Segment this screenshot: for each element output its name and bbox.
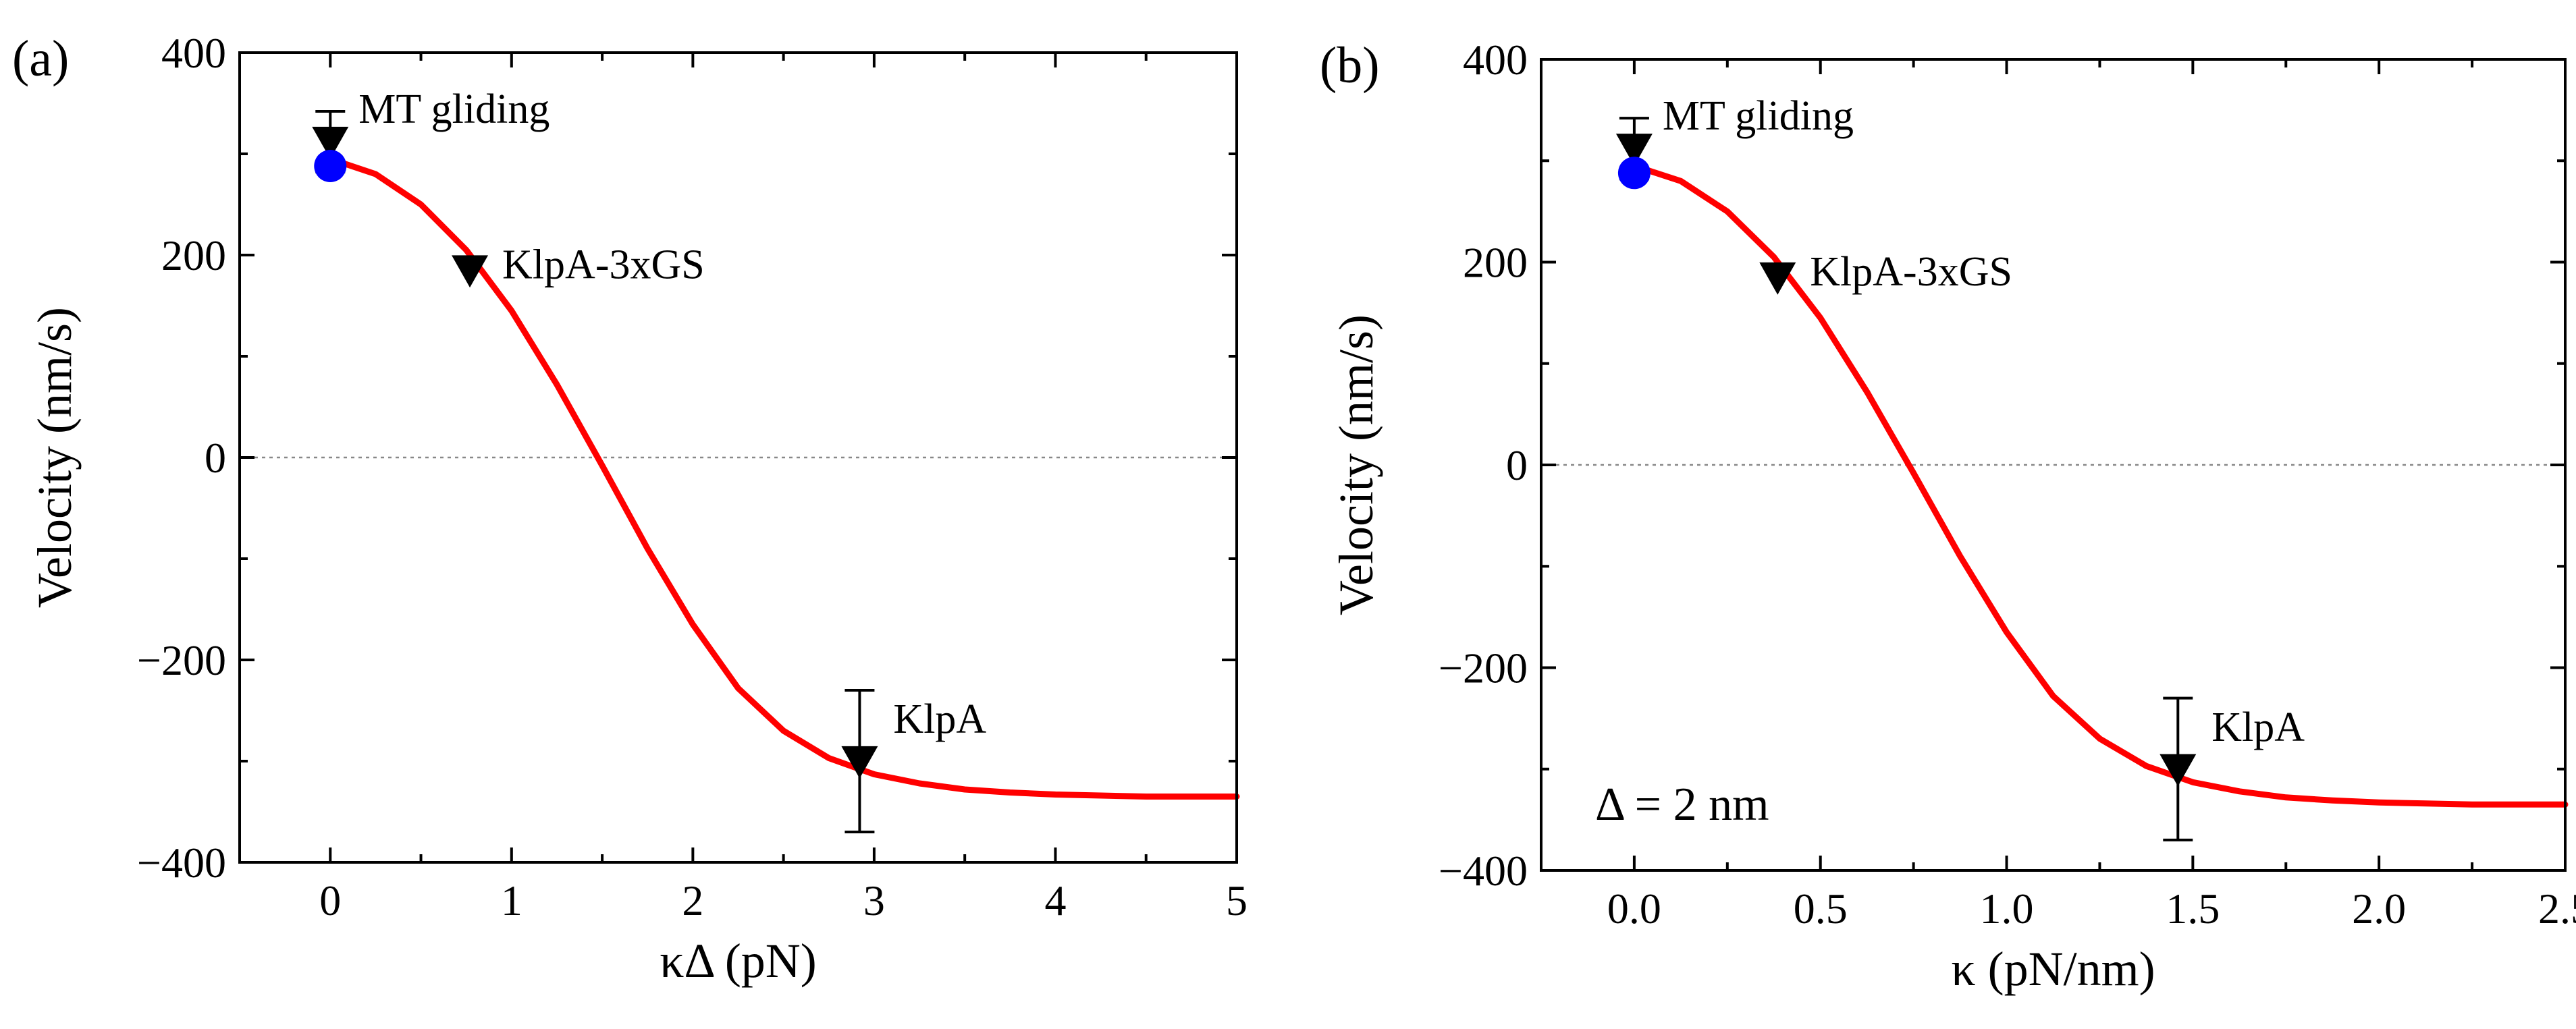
data-point-triangle [452,255,489,288]
panel-label: (a) [12,30,69,87]
data-point-triangle [1759,262,1796,295]
x-tick-label: 0.5 [1794,885,1848,933]
y-axis-label: Velocity (nm/s) [28,307,82,608]
fit-curve-line [1631,163,2569,808]
data-point-triangle [312,126,349,159]
y-tick-label: −200 [1439,644,1528,692]
data-point-circle [1617,157,1651,190]
x-tick-label: 3 [863,877,885,924]
x-axis-label: κ (pN/nm) [1951,942,2155,996]
x-tick-label: 2.5 [2538,885,2576,933]
y-tick-label: 0 [1506,441,1528,489]
chart-panel-b: (b) MT gliding KlpA-3xGS KlpA Δ = 2 nm 0.0 0.5… [1320,36,2576,996]
y-tick-label: 0 [205,434,226,482]
data-point-triangle [841,746,878,779]
y-tick-label: 200 [1463,239,1528,287]
y-axis-label: Velocity (nm/s) [1329,314,1383,615]
data-point-annotation: MT gliding [358,86,549,132]
x-tick-label: 4 [1044,877,1066,924]
x-tick-label: 0 [319,877,341,924]
inset-annotation: Δ = 2 nm [1595,779,1769,831]
x-tick-label: 2.0 [2352,885,2406,933]
y-tick-label: 200 [161,231,226,279]
data-point-triangle [1615,134,1653,166]
data-point-annotation: MT gliding [1663,93,1854,139]
y-tick-label: 400 [161,29,226,77]
data-point-annotation: KlpA-3xGS [1810,249,2012,295]
data-point-annotation: KlpA [893,696,986,742]
y-tick-label: −400 [137,839,226,887]
fit-curve-line [327,156,1240,800]
x-tick-label: 0.0 [1607,885,1661,933]
panel-label: (b) [1320,37,1380,94]
x-tick-label: 1.5 [2166,885,2220,933]
x-tick-label: 1 [501,877,522,924]
x-axis-label: κΔ (pN) [660,934,817,988]
data-point-annotation: KlpA-3xGS [502,242,705,288]
x-tick-label: 5 [1226,877,1247,924]
y-tick-label: 400 [1463,36,1528,84]
x-tick-label: 2 [682,877,703,924]
data-point-triangle [2159,754,2197,787]
x-tick-label: 1.0 [1980,885,2034,933]
data-point-circle [314,150,347,182]
chart-panel-a: (a) MT gliding KlpA-3xGS KlpA 0 1 2 3 4 5 −400 −200… [12,29,1247,988]
data-point-annotation: KlpA [2211,704,2305,750]
y-tick-label: −400 [1439,847,1528,895]
y-tick-label: −200 [137,636,226,684]
